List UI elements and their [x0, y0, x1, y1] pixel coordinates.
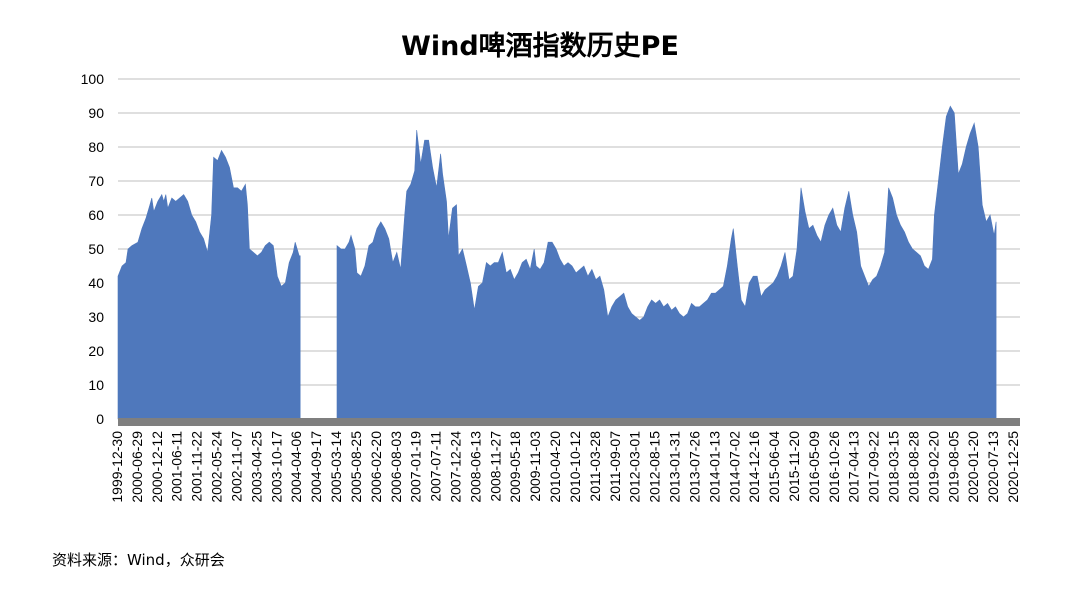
x-tick-label: 2019-02-20 — [925, 431, 941, 503]
y-tick-label: 40 — [88, 275, 104, 291]
y-tick-label: 80 — [88, 139, 104, 155]
x-tick-label: 2006-02-20 — [368, 431, 384, 503]
y-tick-label: 60 — [88, 207, 104, 223]
x-tick-label: 2016-10-26 — [826, 431, 842, 503]
x-tick-label: 2002-11-07 — [228, 431, 244, 502]
x-tick-label: 2014-12-16 — [746, 431, 762, 503]
x-tick-label: 2015-11-20 — [786, 431, 802, 502]
x-tick-label: 2001-06-11 — [169, 431, 185, 502]
x-tick-label: 2016-05-09 — [806, 431, 822, 503]
x-tick-label: 2007-07-11 — [428, 431, 444, 502]
y-tick-label: 20 — [88, 343, 104, 359]
y-axis-ticks: 0 10 20 30 40 50 60 70 80 90 100 — [81, 71, 105, 427]
zero-band — [118, 418, 1020, 426]
chart-title: Wind啤酒指数历史PE — [401, 31, 679, 62]
x-tick-label: 2001-11-22 — [189, 431, 205, 502]
x-tick-label: 2020-01-20 — [965, 431, 981, 503]
x-tick-label: 2015-06-04 — [766, 431, 782, 503]
x-tick-label: 2000-06-29 — [129, 431, 145, 503]
x-tick-label: 2017-09-22 — [866, 431, 882, 503]
x-tick-label: 2014-01-13 — [706, 431, 722, 503]
x-tick-label: 2003-04-25 — [248, 431, 264, 503]
x-tick-label: 2018-03-15 — [886, 431, 902, 503]
x-tick-label: 2009-11-03 — [527, 431, 543, 502]
x-tick-label: 2008-06-13 — [467, 431, 483, 503]
zero-axis-band — [118, 418, 1020, 426]
source-note: 资料来源：Wind，众研会 — [52, 551, 225, 569]
x-tick-label: 2019-08-05 — [945, 431, 961, 503]
y-tick-label: 30 — [88, 309, 104, 325]
x-tick-label: 2006-08-03 — [388, 431, 404, 503]
series-area-path — [117, 105, 997, 420]
x-tick-label: 2013-07-26 — [686, 431, 702, 503]
x-tick-label: 2012-03-01 — [627, 431, 643, 503]
y-tick-label: 0 — [96, 411, 104, 427]
series-area — [117, 105, 997, 420]
x-tick-label: 2010-10-12 — [567, 431, 583, 503]
x-tick-label: 2010-04-20 — [547, 431, 563, 503]
x-tick-label: 2007-01-19 — [408, 431, 424, 503]
x-tick-label: 2007-12-24 — [447, 431, 463, 503]
x-tick-label: 2013-01-31 — [667, 431, 683, 503]
x-tick-label: 2002-05-24 — [209, 431, 225, 503]
x-tick-label: 2012-08-15 — [647, 431, 663, 503]
x-tick-label: 2003-10-17 — [268, 431, 284, 503]
x-axis-ticks: 1999-12-30 2000-06-29 2000-12-12 2001-06-11… — [109, 431, 1021, 503]
y-tick-label: 100 — [81, 71, 105, 87]
x-tick-label: 2020-07-13 — [985, 431, 1001, 503]
x-tick-label: 2014-07-02 — [726, 431, 742, 503]
x-tick-label: 2017-04-13 — [846, 431, 862, 503]
x-tick-label: 2008-11-27 — [487, 431, 503, 502]
x-tick-label: 2004-09-17 — [308, 431, 324, 503]
x-tick-label: 2011-09-07 — [607, 431, 623, 502]
x-tick-label: 2004-04-06 — [288, 431, 304, 503]
x-tick-label: 2000-12-12 — [149, 431, 165, 503]
x-tick-label: 2018-08-28 — [905, 431, 921, 503]
x-tick-label: 1999-12-30 — [109, 431, 125, 503]
y-tick-label: 10 — [88, 377, 104, 393]
x-tick-label: 2005-03-14 — [328, 431, 344, 503]
x-tick-label: 2011-03-28 — [587, 431, 603, 502]
y-tick-label: 90 — [88, 105, 104, 121]
y-tick-label: 50 — [88, 241, 104, 257]
x-tick-label: 2005-08-25 — [348, 431, 364, 503]
x-tick-label: 2020-12-25 — [1005, 431, 1021, 503]
y-tick-label: 70 — [88, 173, 104, 189]
x-tick-label: 2009-05-18 — [507, 431, 523, 503]
